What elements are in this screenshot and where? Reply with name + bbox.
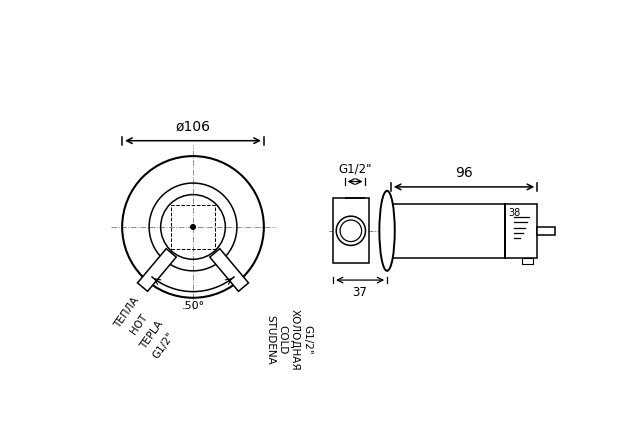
Polygon shape	[505, 204, 537, 258]
Polygon shape	[333, 198, 368, 263]
Ellipse shape	[379, 191, 395, 271]
Text: .50°: .50°	[182, 301, 205, 311]
Polygon shape	[537, 227, 555, 235]
Text: 38: 38	[508, 208, 521, 218]
Text: COLD: COLD	[277, 325, 287, 355]
Text: 96: 96	[455, 166, 473, 180]
Polygon shape	[138, 249, 176, 292]
Polygon shape	[210, 249, 249, 292]
Text: G1/2": G1/2"	[151, 330, 176, 361]
Text: HOT: HOT	[128, 312, 149, 336]
Text: 37: 37	[353, 286, 368, 299]
Polygon shape	[522, 258, 533, 264]
Circle shape	[191, 224, 195, 229]
Text: TEPLA: TEPLA	[138, 319, 165, 351]
Text: ХОЛОДНАЯ: ХОЛОДНАЯ	[290, 309, 299, 371]
Polygon shape	[391, 204, 505, 258]
Text: STUDENA: STUDENA	[265, 315, 275, 365]
Text: ø106: ø106	[175, 120, 211, 134]
Text: G1/2": G1/2"	[302, 325, 312, 355]
Text: ТЕПЛА: ТЕПЛА	[113, 296, 141, 331]
Text: G1/2": G1/2"	[339, 162, 372, 176]
